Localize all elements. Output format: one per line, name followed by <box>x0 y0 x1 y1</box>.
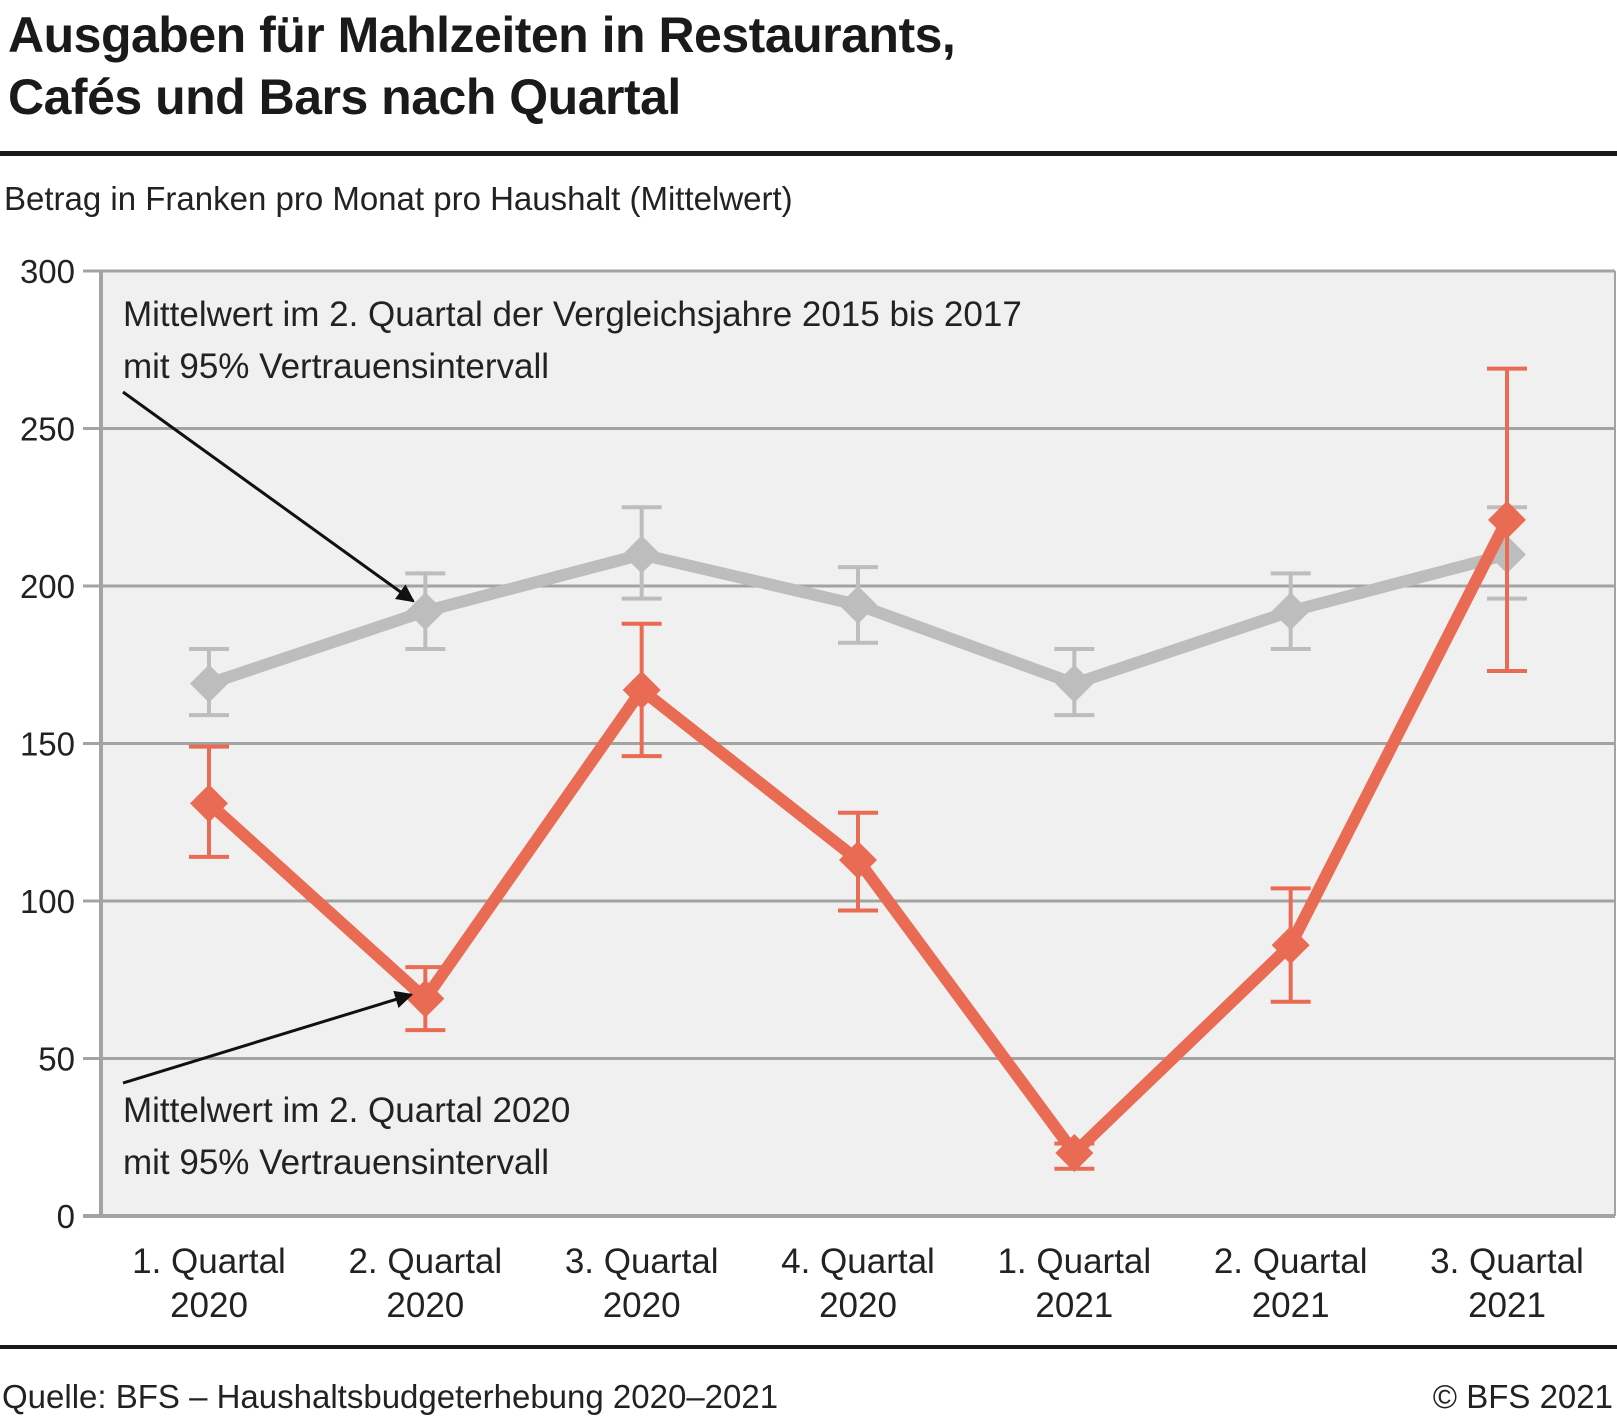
x-tick-label-line: 2. Quartal <box>1214 1242 1368 1281</box>
data-point-marker <box>190 664 228 703</box>
data-point-marker <box>622 535 661 574</box>
x-tick-label: 3. Quartal 2021 <box>1430 1242 1584 1325</box>
data-point-marker <box>622 670 661 709</box>
x-tick-label: 4. Quartal 2020 <box>781 1242 935 1325</box>
data-point-marker <box>1271 592 1310 631</box>
data-point-marker <box>1271 926 1310 965</box>
x-tick-label-line: 2. Quartal <box>348 1242 502 1281</box>
x-tick-label-line: 3. Quartal <box>1430 1242 1584 1281</box>
x-tick-label-line: 1. Quartal <box>132 1242 286 1281</box>
source-note: Quelle: BFS – Haushaltsbudgeterhebung 20… <box>2 1378 779 1415</box>
y-tick-label: 150 <box>20 726 75 763</box>
x-tick-label: 1. Quartal 2020 <box>132 1242 286 1325</box>
series-reference <box>189 505 1527 718</box>
chart-subtitle: Betrag in Franken pro Monat pro Haushalt… <box>4 180 793 217</box>
x-tick-label-line: 2020 <box>819 1286 897 1325</box>
data-point-marker <box>1055 664 1094 703</box>
x-tick-label: 2. Quartal 2020 <box>348 1242 502 1325</box>
y-tick-label: 300 <box>20 253 75 290</box>
y-tick-label: 50 <box>38 1041 75 1078</box>
y-tick-label: 250 <box>20 411 75 448</box>
y-tick-label: 100 <box>20 883 75 920</box>
annotation-arrow-reference <box>122 390 415 603</box>
chart-title-line-1: Ausgaben für Mahlzeiten in Restaurants, <box>8 7 956 63</box>
annotation-reference-label: Mittelwert im 2. Quartal der Vergleichsj… <box>123 295 1022 386</box>
series-layer <box>189 366 1527 1172</box>
annotations-layer: Mittelwert im 2. Quartal der Vergleichsj… <box>122 295 1022 1182</box>
data-point-marker <box>839 841 877 880</box>
footer-divider <box>0 1345 1617 1349</box>
data-point-marker <box>839 585 877 624</box>
annotation-line: Mittelwert im 2. Quartal der Vergleichsj… <box>123 295 1022 334</box>
annotation-line: mit 95% Vertrauensintervall <box>123 1143 549 1182</box>
chart-title-line-2: Cafés und Bars nach Quartal <box>8 69 681 125</box>
x-tick-label: 1. Quartal 2021 <box>997 1242 1151 1325</box>
x-tick-label-line: 2021 <box>1252 1286 1330 1325</box>
y-axis: 0 50 100 150 200 250 300 <box>20 253 1616 1235</box>
x-axis: 1. Quartal 2020 2. Quartal 2020 3. Quartal 20… <box>132 1242 1584 1325</box>
copyright: © BFS 2021 <box>1432 1378 1613 1415</box>
annotation-line: mit 95% Vertrauensintervall <box>123 347 549 386</box>
x-tick-label: 3. Quartal 2020 <box>565 1242 719 1325</box>
x-tick-label-line: 3. Quartal <box>565 1242 719 1281</box>
series-current <box>189 366 1527 1172</box>
data-point-marker <box>1488 500 1526 539</box>
chart-title: Ausgaben für Mahlzeiten in Restaurants, … <box>8 4 956 128</box>
annotation-arrow-current <box>122 990 414 1085</box>
y-tick-label: 0 <box>57 1198 75 1235</box>
x-tick-label-line: 4. Quartal <box>781 1242 935 1281</box>
x-tick-label-line: 2020 <box>386 1286 464 1325</box>
x-tick-label-line: 1. Quartal <box>997 1242 1151 1281</box>
x-tick-label: 2. Quartal 2021 <box>1214 1242 1368 1325</box>
data-point-marker <box>406 592 445 631</box>
y-tick-label: 200 <box>20 568 75 605</box>
x-tick-label-line: 2021 <box>1035 1286 1113 1325</box>
data-point-marker <box>1055 1134 1094 1172</box>
data-point-marker <box>190 784 228 823</box>
x-tick-label-line: 2021 <box>1468 1286 1546 1325</box>
annotation-current-label: Mittelwert im 2. Quartal 2020 mit 95% Ver… <box>123 1091 570 1182</box>
data-point-marker <box>406 979 445 1018</box>
x-tick-label-line: 2020 <box>603 1286 681 1325</box>
header-divider <box>0 151 1617 156</box>
x-tick-label-line: 2020 <box>170 1286 248 1325</box>
annotation-line: Mittelwert im 2. Quartal 2020 <box>123 1091 570 1130</box>
